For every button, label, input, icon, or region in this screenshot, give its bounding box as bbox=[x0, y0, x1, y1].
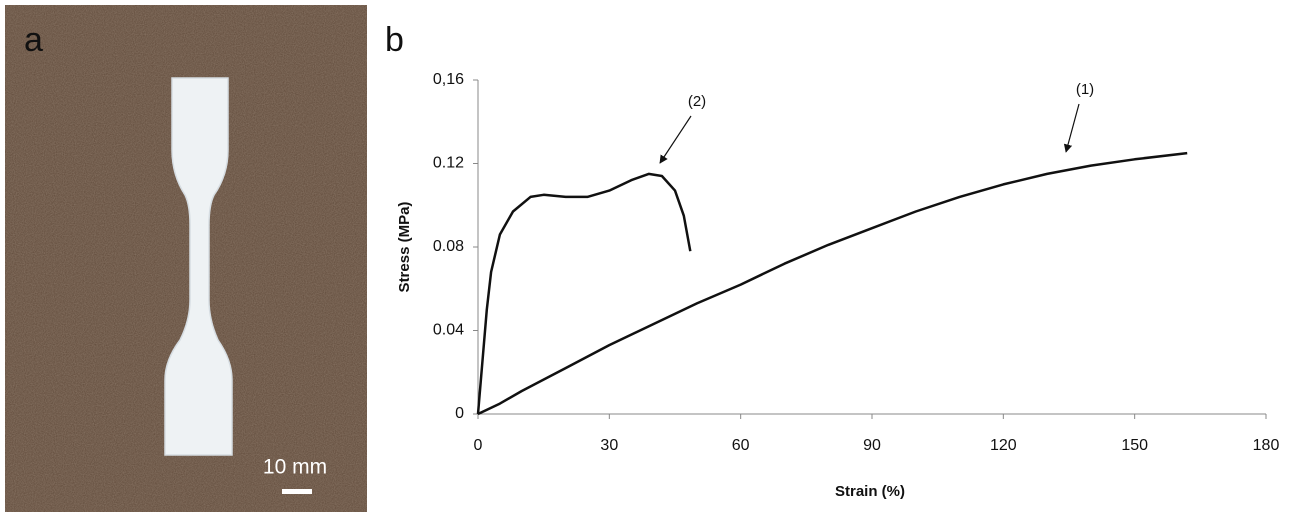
specimen bbox=[164, 77, 233, 456]
scale-bar-label: 10 mm bbox=[263, 456, 327, 479]
curve-label: (1) bbox=[1076, 81, 1094, 98]
annotation-arrow bbox=[659, 115, 692, 164]
y-axis-label: Stress (MPa) bbox=[396, 202, 413, 293]
y-tick-label: 0.08 bbox=[433, 238, 464, 255]
x-tick-label: 150 bbox=[1121, 437, 1148, 454]
x-tick-label: 30 bbox=[600, 437, 618, 454]
panel-label: a bbox=[24, 21, 43, 59]
curve-label: (2) bbox=[688, 93, 706, 110]
curve bbox=[477, 151, 1188, 416]
y-tick-label: 0,16 bbox=[433, 71, 464, 88]
curve bbox=[476, 172, 692, 415]
x-tick-label: 180 bbox=[1253, 437, 1280, 454]
annotation-arrow bbox=[1063, 103, 1080, 153]
x-tick-label: 0 bbox=[474, 437, 483, 454]
y-tick-label: 0.04 bbox=[433, 322, 464, 339]
scale-bar bbox=[282, 489, 312, 494]
x-tick-label: 60 bbox=[732, 437, 750, 454]
photo-panel: a 10 mm bbox=[5, 5, 367, 512]
x-tick-label: 120 bbox=[990, 437, 1017, 454]
x-tick-label: 90 bbox=[863, 437, 881, 454]
y-tick-label: 0.12 bbox=[433, 155, 464, 172]
y-tick-label: 0 bbox=[455, 405, 464, 422]
panel-label: b bbox=[385, 21, 404, 59]
x-axis-label: Strain (%) bbox=[835, 483, 905, 500]
